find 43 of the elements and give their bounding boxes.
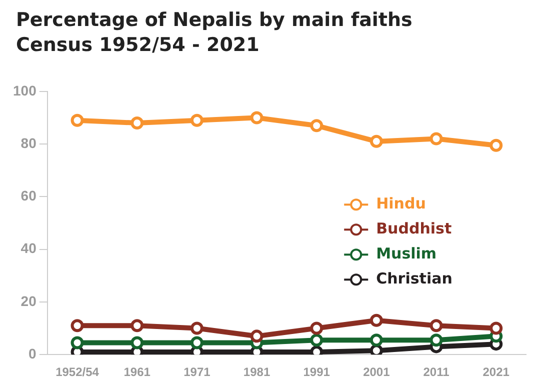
point [130, 319, 144, 332]
x-tick-label: 1961 [124, 365, 151, 380]
legend-label: Buddhist [376, 219, 452, 238]
x-tick-label: 2011 [423, 365, 450, 380]
point [250, 111, 264, 124]
point [310, 334, 324, 347]
point [370, 314, 383, 327]
point [190, 322, 204, 335]
point [190, 114, 204, 127]
point [430, 132, 443, 146]
point [490, 322, 503, 335]
y-tick-label: 0 [28, 345, 37, 362]
y-tick-label: 60 [20, 188, 37, 204]
chart-subtitle: Census 1952/54 - 2021 [16, 33, 260, 58]
point [430, 319, 443, 332]
x-tick-label: 1981 [243, 365, 270, 380]
x-tick-label: 1971 [184, 365, 211, 380]
y-tick-label: 80 [20, 134, 37, 151]
point [490, 138, 503, 152]
chart-title: Percentage of Nepalis by main faiths [16, 8, 412, 33]
point [370, 134, 383, 148]
point [70, 114, 84, 127]
x-tick-label: 1952/54 [56, 365, 100, 380]
point [130, 116, 144, 130]
y-tick-label: 20 [20, 292, 37, 309]
point [310, 322, 324, 335]
point [250, 330, 264, 343]
point [430, 334, 443, 347]
point [70, 336, 84, 350]
y-tick-label: 40 [20, 240, 37, 256]
point [130, 336, 144, 350]
point [370, 344, 383, 355]
x-tick-label: 2001 [363, 365, 390, 380]
x-tick-label: 1991 [303, 365, 330, 380]
point [190, 336, 204, 350]
x-tick-label: 2021 [482, 365, 510, 380]
point [70, 319, 84, 332]
legend-label: Muslim [376, 244, 437, 262]
point [370, 334, 383, 347]
y-tick-label: 100 [13, 82, 37, 98]
point [310, 119, 324, 132]
legend-label: Christian [376, 269, 452, 288]
legend-label: Hindu [376, 194, 426, 212]
